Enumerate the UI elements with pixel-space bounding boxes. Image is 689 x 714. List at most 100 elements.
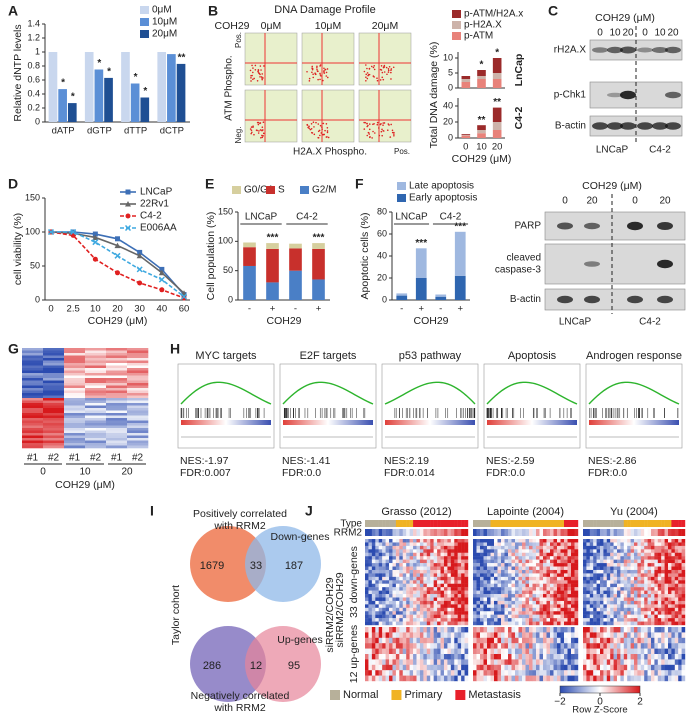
heat-cell bbox=[525, 573, 530, 578]
heat-cell bbox=[674, 590, 679, 595]
heat-cell bbox=[447, 664, 452, 671]
heat-cell bbox=[464, 600, 469, 605]
bar bbox=[130, 83, 140, 122]
heat-cell bbox=[409, 587, 414, 591]
heat-cell bbox=[483, 552, 488, 557]
heat-cell bbox=[536, 563, 540, 567]
heat-cell bbox=[497, 600, 502, 605]
heat-cell bbox=[640, 569, 645, 574]
heat-cell bbox=[395, 627, 400, 633]
heat-cell bbox=[483, 580, 488, 584]
heat-cell bbox=[668, 549, 672, 553]
x-axis-label: COH29 (μM) bbox=[55, 479, 115, 491]
heat-cell bbox=[416, 539, 421, 543]
heat-cell bbox=[654, 569, 658, 574]
heat-cell bbox=[406, 556, 410, 560]
heat-cell bbox=[593, 559, 597, 564]
heat-cell bbox=[560, 556, 565, 560]
heat-cell bbox=[85, 438, 107, 441]
heat-cell bbox=[399, 643, 403, 649]
heat-cell bbox=[511, 627, 516, 633]
heat-cell bbox=[402, 675, 407, 682]
heat-cell bbox=[550, 611, 554, 615]
heat-cell bbox=[508, 600, 512, 605]
event bbox=[325, 71, 328, 74]
heat-cell bbox=[678, 607, 682, 612]
heat-cell bbox=[657, 563, 662, 567]
heat-cell bbox=[596, 627, 601, 633]
heat-cell bbox=[560, 587, 565, 591]
type-cell bbox=[564, 520, 568, 527]
heat-cell bbox=[127, 428, 149, 431]
heat-cell bbox=[476, 670, 481, 676]
heat-cell bbox=[419, 637, 424, 644]
heat-cell bbox=[413, 627, 417, 633]
heat-cell bbox=[627, 604, 631, 608]
heat-cell bbox=[567, 654, 572, 660]
heat-cell bbox=[440, 552, 445, 557]
heat-cell bbox=[668, 627, 672, 633]
heat-cell bbox=[511, 545, 516, 550]
heat-cell bbox=[426, 627, 431, 633]
heat-cell bbox=[402, 621, 407, 626]
heat-cell bbox=[539, 600, 544, 605]
heat-cell bbox=[678, 675, 682, 682]
heat-cell bbox=[637, 664, 641, 671]
heat-cell bbox=[43, 380, 65, 384]
heat-cell bbox=[661, 621, 665, 626]
heat-cell bbox=[553, 670, 558, 676]
heat-cell bbox=[596, 654, 601, 660]
heat-cell bbox=[589, 632, 594, 638]
heat-cell bbox=[613, 597, 618, 602]
heat-cell bbox=[501, 594, 505, 598]
heat-cell bbox=[518, 580, 523, 584]
heat-cell bbox=[85, 435, 107, 439]
heat-cell bbox=[620, 580, 624, 584]
heat-cell bbox=[437, 659, 441, 665]
event bbox=[262, 129, 264, 131]
heat-cell bbox=[651, 637, 655, 644]
heat-cell bbox=[371, 590, 376, 595]
heat-cell bbox=[433, 590, 438, 595]
heat-cell bbox=[461, 614, 465, 619]
heat-cell bbox=[494, 648, 498, 655]
heat-cell bbox=[402, 587, 407, 591]
heat-cell bbox=[515, 563, 519, 567]
significance: *** bbox=[267, 233, 279, 244]
heat-cell bbox=[406, 597, 410, 602]
heat-cell bbox=[586, 583, 590, 588]
heat-cell bbox=[473, 583, 477, 588]
bar bbox=[104, 77, 113, 122]
event bbox=[250, 77, 252, 79]
heat-cell bbox=[480, 643, 484, 649]
heat-cell bbox=[392, 675, 397, 682]
heat-cell bbox=[382, 643, 386, 649]
heat-cell bbox=[437, 569, 441, 574]
heat-cell bbox=[480, 563, 484, 567]
heat-cell bbox=[22, 390, 44, 394]
heat-cell bbox=[571, 587, 575, 591]
heat-cell bbox=[464, 569, 469, 574]
heat-cell bbox=[416, 632, 421, 638]
heat-cell bbox=[560, 559, 565, 564]
rrm2-cell bbox=[406, 529, 410, 536]
heat-cell bbox=[437, 670, 441, 676]
heat-cell bbox=[127, 425, 149, 429]
event bbox=[368, 133, 371, 135]
heat-cell bbox=[550, 607, 554, 612]
heat-cell bbox=[504, 580, 509, 584]
heat-cell bbox=[450, 604, 455, 608]
heat-cell bbox=[654, 654, 658, 660]
heat-cell bbox=[557, 670, 561, 676]
heat-cell bbox=[620, 549, 624, 553]
event bbox=[378, 127, 380, 129]
y-tick-label: 100 bbox=[218, 236, 233, 246]
heat-cell bbox=[433, 563, 438, 567]
heat-cell bbox=[640, 618, 645, 622]
heat-cell bbox=[661, 614, 665, 619]
heat-cell bbox=[392, 632, 397, 638]
heat-cell bbox=[365, 637, 369, 644]
heat-cell bbox=[497, 632, 502, 638]
heat-cell bbox=[402, 670, 407, 676]
heat-cell bbox=[603, 637, 607, 644]
